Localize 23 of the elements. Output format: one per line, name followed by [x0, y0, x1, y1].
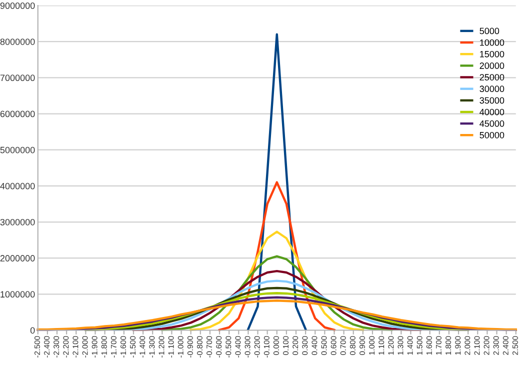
y-tick-label: 4000000 [0, 182, 35, 190]
legend-label: 35000 [480, 97, 504, 104]
y-tick-label: 2000000 [0, 255, 35, 262]
y-tick-label: 6000000 [0, 110, 35, 118]
line-series [218, 181, 336, 332]
legend-label: 15000 [480, 50, 504, 58]
y-tick-label: 8000000 [0, 38, 35, 45]
legend-label: 20000 [480, 62, 504, 69]
y-tick-label: 0 [30, 327, 35, 334]
y-tick-label: 3000000 [0, 218, 35, 226]
y-tick-label: 5000000 [0, 146, 35, 154]
legend-label: 30000 [480, 86, 504, 92]
legend-label: 25000 [480, 74, 504, 80]
y-tick-label: 7000000 [0, 74, 35, 82]
y-tick-label: 9000000 [0, 2, 35, 9]
line-series [190, 230, 364, 332]
legend-label: 5000 [480, 28, 500, 34]
line-series [247, 33, 307, 330]
legend-label: 50000 [480, 132, 504, 138]
legend-label: 45000 [480, 120, 504, 127]
legend-label: 10000 [480, 39, 504, 46]
legend-label: 40000 [480, 108, 504, 116]
y-tick-label: 1000000 [0, 291, 35, 298]
